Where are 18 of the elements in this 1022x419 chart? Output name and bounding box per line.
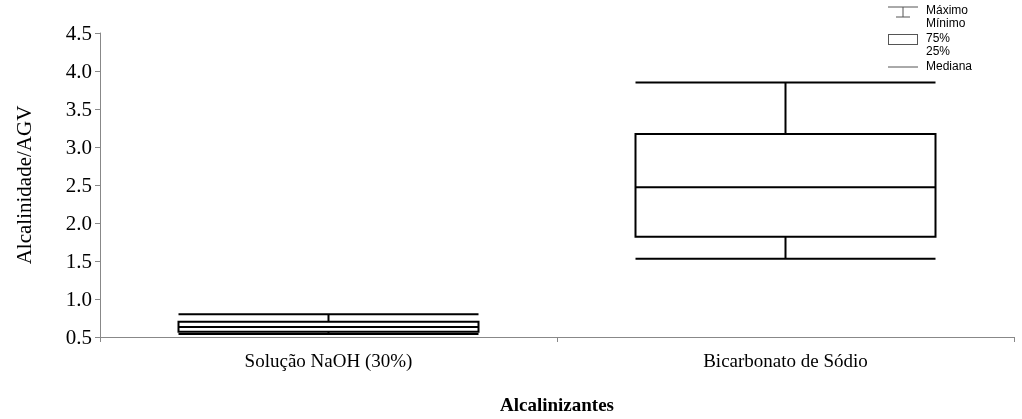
y-tick-label: 4.5 xyxy=(65,21,92,45)
annotation: Mediana xyxy=(926,59,973,73)
y-tick-label: 1.5 xyxy=(65,249,92,273)
x-axis-title: Alcalinizantes xyxy=(500,394,614,415)
annotation: 25% xyxy=(926,44,951,58)
text: Mínimo xyxy=(926,16,966,30)
y-axis-title: Alcalinidade/AGV xyxy=(11,105,36,265)
text: Máximo xyxy=(926,3,969,17)
y-tick-label: 0.5 xyxy=(65,325,92,349)
y-tick-label: 2.0 xyxy=(65,211,92,235)
y-tick-label: 4.0 xyxy=(65,59,92,83)
y-tick-label: 1.0 xyxy=(65,287,92,311)
x-tick-label: Solução NaOH (30%) xyxy=(244,350,413,372)
y-tick-label: 3.5 xyxy=(65,97,92,121)
annotation: 75% xyxy=(926,31,951,45)
y-tick-label: 3.0 xyxy=(65,135,92,159)
y-tick-label: 2.5 xyxy=(65,173,92,197)
x-tick-label: Bicarbonato de Sódio xyxy=(703,350,868,371)
